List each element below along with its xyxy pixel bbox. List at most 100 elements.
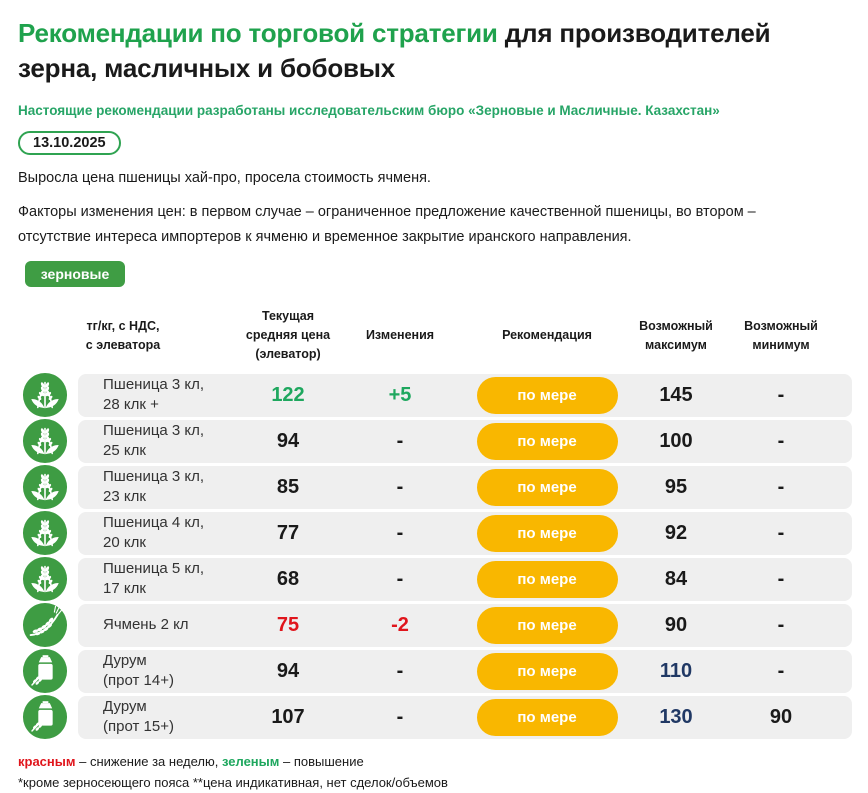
footnote-disclaimer: *кроме зерносеющего пояса **цена индикат… xyxy=(18,774,448,790)
col-header-changes: Изменения xyxy=(348,307,452,363)
possible-min-value: - xyxy=(777,521,785,544)
table-row-bar: Дурум (прот 14+) 94 - по мере 110 - xyxy=(78,649,852,693)
change-value: - xyxy=(396,567,404,590)
current-price-value: 77 xyxy=(276,521,300,544)
category-badge-grains[interactable]: зерновые xyxy=(25,261,125,288)
current-price-value: 68 xyxy=(276,567,300,590)
wheat-icon xyxy=(18,419,78,464)
table-row-bar: Пшеница 5 кл, 17 клк 68 - по мере 84 - xyxy=(78,557,852,601)
product-name-line: Дурум xyxy=(103,651,147,669)
col-header-product-line1: тг/кг, с НДС, xyxy=(86,318,160,333)
product-name-line: Ячмень 2 кл xyxy=(103,616,189,634)
table-row-bar: Ячмень 2 кл 75 -2 по мере 90 - xyxy=(78,603,852,647)
table-row-bar: Пшеница 3 кл, 25 клк 94 - по мере 100 - xyxy=(78,419,852,463)
page-title: Рекомендации по торговой стратегии для п… xyxy=(18,16,852,87)
recommendation-pill[interactable]: по мере xyxy=(476,422,618,460)
wheat-icon xyxy=(18,373,78,418)
recommendation-pill[interactable]: по мере xyxy=(476,560,618,598)
change-value: - xyxy=(396,659,404,682)
product-name-line: Пшеница 3 кл, xyxy=(103,375,205,393)
factors-paragraph: Факторы изменения цен: в первом случае –… xyxy=(18,203,756,246)
possible-max-value: 92 xyxy=(664,521,688,544)
col-header-changes-line1: Изменения xyxy=(365,328,435,343)
recommendation-pill[interactable]: по мере xyxy=(476,606,618,644)
possible-min-value: - xyxy=(777,475,785,498)
recommendation-pill[interactable]: по мере xyxy=(476,376,618,414)
legend-green-text: – повышение xyxy=(279,753,364,769)
product-name-line: 23 клк xyxy=(103,488,146,506)
durum-icon xyxy=(18,695,78,740)
summary-paragraph: Выросла цена пшеницы хай-про, просела ст… xyxy=(18,169,431,186)
table-row-bar: Пшеница 3 кл, 23 клк 85 - по мере 95 - xyxy=(78,465,852,509)
product-name: Пшеница 3 кл, 28 клк + xyxy=(78,375,228,416)
product-name-line: Дурум xyxy=(103,697,147,715)
current-price-value: 122 xyxy=(271,383,305,406)
table-row: Ячмень 2 кл 75 -2 по мере 90 - xyxy=(18,603,852,648)
possible-max-value: 84 xyxy=(664,567,688,590)
date-badge: 13.10.2025 xyxy=(18,130,121,155)
report-subtitle: Настоящие рекомендации разработаны иссле… xyxy=(18,102,720,118)
possible-max-value: 130 xyxy=(659,705,693,728)
col-header-possible-min: Возможный минимум xyxy=(710,307,852,363)
possible-max-value: 145 xyxy=(659,383,693,406)
change-value: - xyxy=(396,429,404,452)
table-row: Пшеница 3 кл, 28 клк + 122 +5 по мере 145… xyxy=(18,373,852,418)
possible-min-value: 90 xyxy=(769,705,793,728)
recommendation-pill[interactable]: по мере xyxy=(476,514,618,552)
col-header-current-price-line2: средняя цена xyxy=(245,328,331,343)
table-row-bar: Пшеница 3 кл, 28 клк + 122 +5 по мере 145… xyxy=(78,373,852,417)
barley-icon xyxy=(18,603,78,648)
col-header-current-price-line1: Текущая xyxy=(261,309,315,324)
table-row: Дурум (прот 14+) 94 - по мере 110 - xyxy=(18,649,852,694)
possible-max-value: 90 xyxy=(664,613,688,636)
col-header-current-price: Текущая средняя цена (элеватор) xyxy=(228,307,348,363)
table-row: Пшеница 4 кл, 20 клк 77 - по мере 92 - xyxy=(18,511,852,556)
page-title-rest: для производителей xyxy=(497,18,771,48)
table-header: тг/кг, с НДС, с элеватора Текущая средня… xyxy=(18,299,852,373)
possible-min-value: - xyxy=(777,429,785,452)
col-header-product-line2: с элеватора xyxy=(85,337,161,352)
recommendation-pill[interactable]: по мере xyxy=(476,698,618,736)
product-name-line: Пшеница 5 кл, xyxy=(103,559,205,577)
wheat-icon xyxy=(18,557,78,602)
current-price-value: 107 xyxy=(271,705,305,728)
current-price-value: 94 xyxy=(276,429,300,452)
product-name-line: 25 клк xyxy=(103,442,146,460)
current-price-value: 75 xyxy=(276,613,300,636)
possible-max-value: 110 xyxy=(659,659,693,682)
product-name-line: 17 клк xyxy=(103,580,146,598)
col-header-possible-min-line2: минимум xyxy=(752,337,810,352)
product-name: Пшеница 3 кл, 23 клк xyxy=(78,467,228,508)
product-name: Пшеница 4 кл, 20 клк xyxy=(78,513,228,554)
page-title-line2: зерна, масличных и бобовых xyxy=(18,53,396,84)
current-price-value: 85 xyxy=(276,475,300,498)
change-value: - xyxy=(396,475,404,498)
table-row-bar: Пшеница 4 кл, 20 клк 77 - по мере 92 - xyxy=(78,511,852,555)
possible-max-value: 100 xyxy=(659,429,693,452)
col-header-current-price-line3: (элеватор) xyxy=(255,346,321,361)
possible-min-value: - xyxy=(777,659,785,682)
change-value: - xyxy=(396,521,404,544)
table-row: Пшеница 5 кл, 17 клк 68 - по мере 84 - xyxy=(18,557,852,602)
page-title-highlight: Рекомендации по торговой стратегии xyxy=(18,18,498,48)
change-value: +5 xyxy=(388,383,412,406)
product-name-line: Пшеница 3 кл, xyxy=(103,467,205,485)
product-name: Пшеница 3 кл, 25 клк xyxy=(78,421,228,462)
col-header-possible-max: Возможный максимум xyxy=(639,307,713,363)
possible-min-value: - xyxy=(777,567,785,590)
col-header-possible-max-line2: максимум xyxy=(645,337,707,352)
product-name: Дурум (прот 14+) xyxy=(78,651,228,692)
wheat-icon xyxy=(18,465,78,510)
recommendation-pill[interactable]: по мере xyxy=(476,468,618,506)
table-row: Пшеница 3 кл, 23 клк 85 - по мере 95 - xyxy=(18,465,852,510)
product-name-line: 28 клк + xyxy=(103,396,159,414)
legend-green-word: зеленым xyxy=(221,753,280,769)
change-value: -2 xyxy=(391,613,409,636)
table-row: Дурум (прот 15+) 107 - по мере 130 90 xyxy=(18,695,852,740)
wheat-icon xyxy=(18,511,78,556)
col-header-possible-min-line1: Возможный xyxy=(744,318,818,333)
footnote-legend: красным – снижение за неделю, зеленым – … xyxy=(18,752,852,773)
current-price-value: 94 xyxy=(276,659,300,682)
recommendation-pill[interactable]: по мере xyxy=(476,652,618,690)
